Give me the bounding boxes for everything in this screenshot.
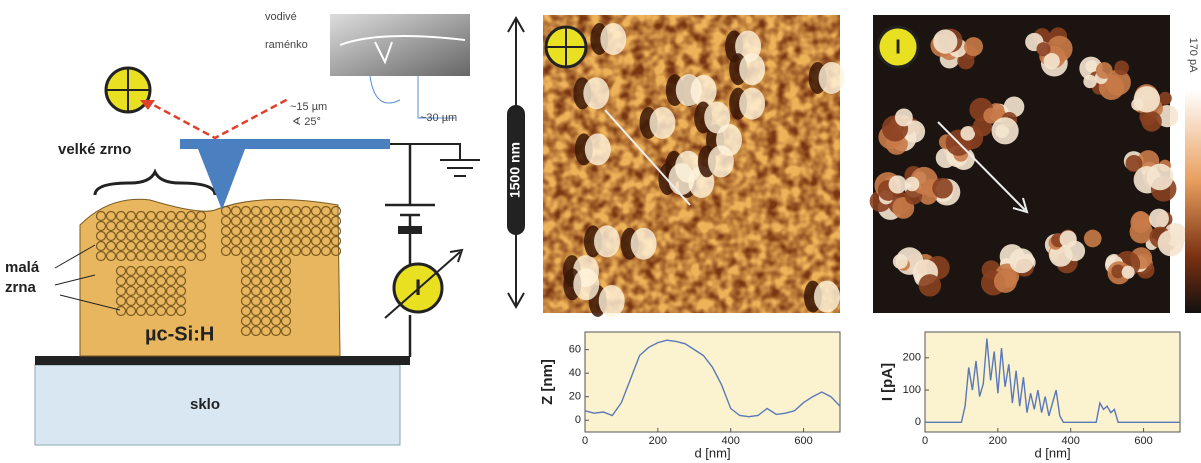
grain-highlight <box>668 163 694 195</box>
blob <box>1096 62 1113 79</box>
material-label: µc-Si:H <box>145 323 214 345</box>
x-tick-label: 600 <box>1134 435 1152 447</box>
plot-area <box>585 332 840 432</box>
grain-highlight <box>631 228 657 260</box>
blob <box>1009 248 1034 273</box>
ground <box>390 144 480 176</box>
y-tick-label: 0 <box>915 416 921 428</box>
x-axis-label: d [nm] <box>694 445 730 460</box>
wires <box>385 144 435 357</box>
y-tick-label: 20 <box>569 391 581 403</box>
grain-highlight <box>739 53 765 85</box>
grain-highlight <box>594 225 620 257</box>
blob <box>1084 230 1102 248</box>
blob <box>960 126 975 141</box>
dimension-label: ~30 µm <box>420 112 457 124</box>
grain-highlight <box>600 23 626 55</box>
battery <box>398 226 422 234</box>
blob <box>1085 60 1097 72</box>
blob <box>905 177 920 192</box>
blob <box>932 178 953 199</box>
cantilever-label: vodivé <box>265 11 297 23</box>
big-grain-label: velké zrno <box>58 141 131 158</box>
blob <box>1122 266 1135 279</box>
blob <box>994 270 1017 293</box>
y-axis-label: I [pA] <box>879 363 896 401</box>
blob <box>1060 231 1077 248</box>
colorbar <box>1185 90 1201 313</box>
grain-highlight <box>585 133 611 165</box>
figure: vodivé raménko ~15 µm ∢ 25° ~30 µm velké… <box>0 0 1201 463</box>
grain-highlight <box>573 268 599 300</box>
blob <box>1083 75 1096 88</box>
y-tick-label: 60 <box>569 344 581 356</box>
x-axis-label: d [nm] <box>1034 445 1070 460</box>
blob <box>992 117 1019 144</box>
y-tick-label: 200 <box>903 352 921 364</box>
blob <box>893 254 908 269</box>
blob <box>1114 61 1129 76</box>
y-tick-label: 100 <box>903 384 921 396</box>
blob <box>964 37 983 56</box>
grain-highlight <box>708 145 734 177</box>
blob <box>1149 209 1169 229</box>
small-grains-label: zrna <box>5 279 37 296</box>
blob <box>889 175 907 193</box>
y-tick-label: 40 <box>569 367 581 379</box>
grain-highlight <box>676 74 702 106</box>
sem-inset <box>330 14 470 76</box>
brace <box>95 172 215 195</box>
grain-highlight <box>739 88 765 120</box>
y-axis-label: Z [nm] <box>539 359 556 405</box>
blob <box>895 108 913 126</box>
grain-highlight <box>599 285 625 317</box>
blob <box>933 29 957 53</box>
profiles: 02004006000204060d [nm]Z [nm]02004006000… <box>539 332 1180 460</box>
cantilever-label: raménko <box>265 39 308 51</box>
blob <box>1134 86 1160 112</box>
blob <box>1141 111 1161 131</box>
y-tick-label: 0 <box>575 414 581 426</box>
small-grains-label: malá <box>5 259 40 276</box>
blob <box>1044 53 1060 69</box>
blob <box>919 274 941 296</box>
laser <box>135 95 290 138</box>
tip <box>198 149 245 210</box>
grain-highlight <box>649 107 675 139</box>
dimension-label: ~15 µm <box>290 101 327 113</box>
x-tick-label: 200 <box>989 435 1007 447</box>
x-tick-label: 0 <box>922 435 928 447</box>
x-tick-label: 600 <box>794 435 812 447</box>
blob <box>1147 164 1174 191</box>
substrate-label: sklo <box>190 396 220 413</box>
grain-highlight <box>814 281 840 313</box>
cantilever <box>180 139 390 149</box>
blob <box>1158 230 1184 256</box>
blob <box>1132 211 1149 228</box>
meter-label: I <box>415 275 421 300</box>
afm-images: 1500 nm I 170 pA <box>507 15 1201 317</box>
dimension-label: ∢ 25° <box>292 116 321 128</box>
current-symbol-label: I <box>895 36 901 58</box>
grain-highlight <box>704 102 730 134</box>
schematic: vodivé raménko ~15 µm ∢ 25° ~30 µm velké… <box>5 11 480 445</box>
electrode <box>35 356 410 365</box>
x-tick-label: 200 <box>649 435 667 447</box>
grain-highlight <box>819 62 845 94</box>
scale-label: 1500 nm <box>507 142 523 198</box>
x-tick-label: 0 <box>582 435 588 447</box>
colorbar-label: 170 pA <box>1187 38 1199 74</box>
grain-highlight <box>583 77 609 109</box>
